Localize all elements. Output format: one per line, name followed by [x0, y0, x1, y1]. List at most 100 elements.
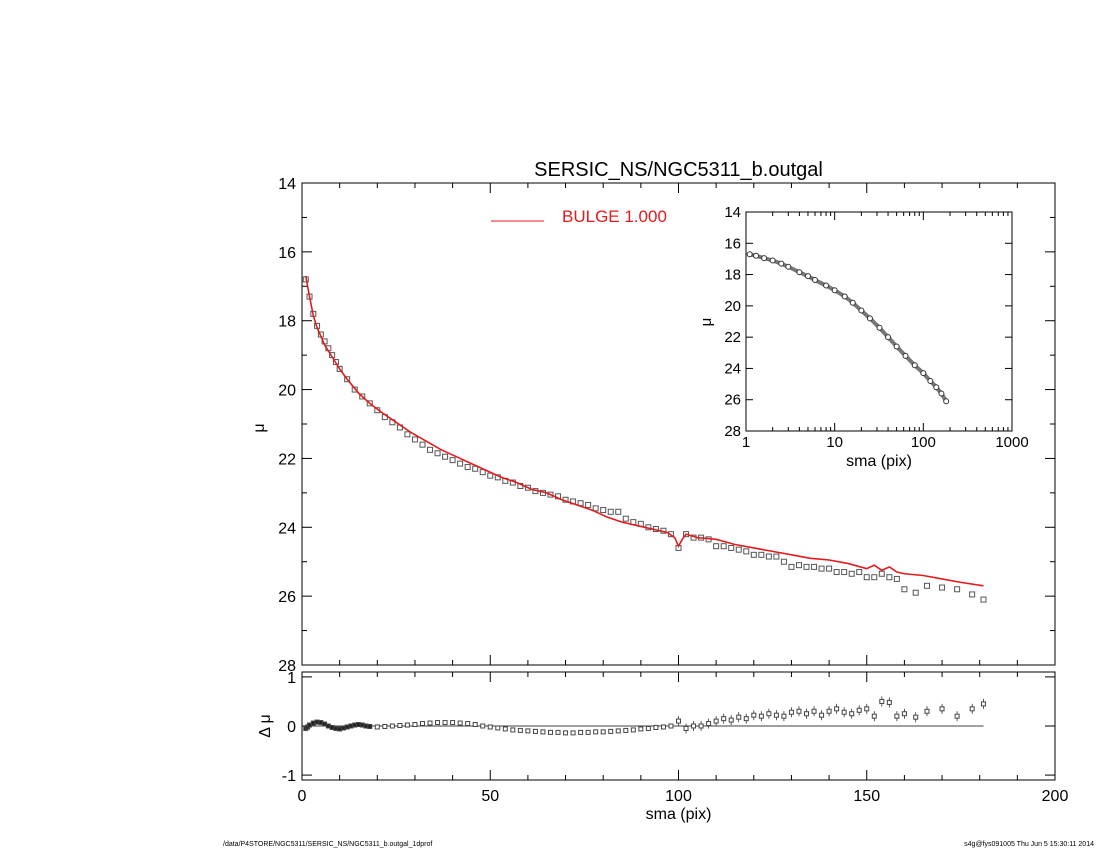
residual-point — [502, 726, 508, 732]
residual-point — [841, 709, 847, 715]
residual-point — [788, 709, 794, 715]
inset-data-point — [849, 299, 856, 306]
residual-point — [939, 706, 945, 712]
residual-point — [435, 720, 441, 726]
data-point — [811, 563, 818, 570]
residual-point — [698, 723, 704, 729]
residual-point — [796, 708, 802, 714]
data-point — [728, 544, 735, 551]
inset-data-point — [753, 252, 760, 259]
y-tick-label: 20 — [278, 383, 296, 400]
data-point — [479, 469, 486, 476]
residual-point — [578, 729, 584, 735]
legend-label: BULGE 1.000 — [562, 207, 667, 226]
residual-point — [826, 708, 832, 714]
residual-point — [630, 727, 636, 733]
data-point — [923, 582, 930, 589]
data-point — [743, 548, 750, 555]
inset-data-point — [785, 263, 792, 270]
residual-y-axis-label: Δ μ — [257, 714, 274, 737]
residual-point — [864, 706, 870, 712]
residual-point — [713, 718, 719, 724]
data-point — [826, 565, 833, 572]
residual-point — [660, 724, 666, 730]
inset-data-point — [938, 390, 945, 397]
inset-x-tick-label: 1 — [742, 434, 750, 451]
data-point — [863, 574, 870, 581]
inset-data-point — [911, 362, 918, 369]
data-point — [795, 562, 802, 569]
residual-point — [954, 713, 960, 719]
residual-point — [736, 714, 742, 720]
x-tick-label: 100 — [665, 788, 692, 805]
data-point — [939, 584, 946, 591]
inset-data-point — [927, 377, 934, 384]
x-axis-label: sma (pix) — [646, 806, 712, 823]
footer-timestamp: s4g@fys091005 Thu Jun 5 15:30:11 2014 — [964, 841, 1094, 848]
data-point — [818, 565, 825, 572]
data-point — [720, 543, 727, 550]
data-point — [585, 501, 592, 508]
residual-point — [886, 699, 892, 705]
y-tick-label: 14 — [278, 176, 296, 193]
inset-data-point — [841, 293, 848, 300]
data-point — [600, 507, 607, 514]
residual-y-tick-label: 0 — [287, 719, 296, 736]
residual-point — [856, 707, 862, 713]
data-point — [878, 570, 885, 577]
residual-point — [495, 725, 501, 731]
residual-point — [871, 713, 877, 719]
inset-data-point — [769, 257, 776, 264]
residual-point — [766, 711, 772, 717]
y-tick-label: 16 — [278, 245, 296, 262]
x-tick-label: 200 — [1042, 788, 1069, 805]
residual-y-tick-label: -1 — [282, 768, 296, 785]
inset-y-tick-label: 22 — [724, 329, 741, 346]
residual-point — [510, 727, 516, 733]
residual-point — [879, 698, 885, 704]
residual-point — [389, 723, 395, 729]
inset-data-point — [858, 307, 865, 314]
residual-point — [517, 727, 523, 733]
inset-data-point — [893, 343, 900, 350]
residual-point — [913, 714, 919, 720]
inset-data-point — [761, 255, 768, 262]
footer-file-path: /data/P4STORE/NGC5311/SERSIC_NS/NGC5311_… — [223, 841, 433, 848]
residual-point — [555, 729, 561, 735]
residual-point — [743, 716, 749, 722]
inset-y-tick-label: 26 — [724, 392, 741, 409]
residual-point — [615, 728, 621, 734]
data-point — [980, 596, 987, 603]
residual-point — [834, 706, 840, 712]
residual-point — [721, 716, 727, 722]
residual-point — [653, 724, 659, 730]
data-point — [856, 569, 863, 576]
inset-x-tick-label: 10 — [826, 434, 843, 451]
residual-point — [427, 720, 433, 726]
data-point — [449, 457, 456, 464]
inset-y-tick-label: 14 — [724, 204, 741, 221]
residual-point — [980, 701, 986, 707]
data-point — [954, 586, 961, 593]
residual-point — [412, 722, 418, 728]
residual-point — [676, 718, 681, 724]
residual-point — [728, 717, 734, 723]
residual-point — [480, 723, 486, 729]
residual-point — [668, 723, 674, 729]
inset-plot-panel: 14 16 18 20 22 24 26 281 10 100 1000 sma (pix) μ — [698, 204, 1029, 470]
y-tick-label: 18 — [278, 314, 296, 331]
residual-point — [638, 726, 644, 732]
residual-point — [819, 712, 825, 718]
inset-x-tick-label: 1000 — [995, 434, 1028, 451]
residual-point — [404, 722, 410, 728]
residual-y-tick-label: 1 — [287, 670, 296, 687]
residual-point — [525, 728, 531, 734]
x-tick-label: 150 — [853, 788, 880, 805]
y-tick-label: 28 — [278, 658, 296, 675]
residual-point — [442, 720, 448, 726]
residual-point — [758, 713, 764, 719]
inset-data-point — [811, 277, 818, 284]
data-point — [615, 508, 622, 515]
residual-point — [382, 723, 388, 729]
